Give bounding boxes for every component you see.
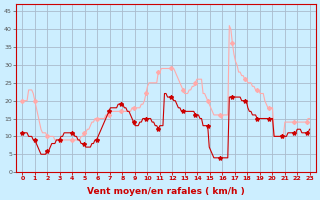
X-axis label: Vent moyen/en rafales ( km/h ): Vent moyen/en rafales ( km/h ) xyxy=(87,187,245,196)
